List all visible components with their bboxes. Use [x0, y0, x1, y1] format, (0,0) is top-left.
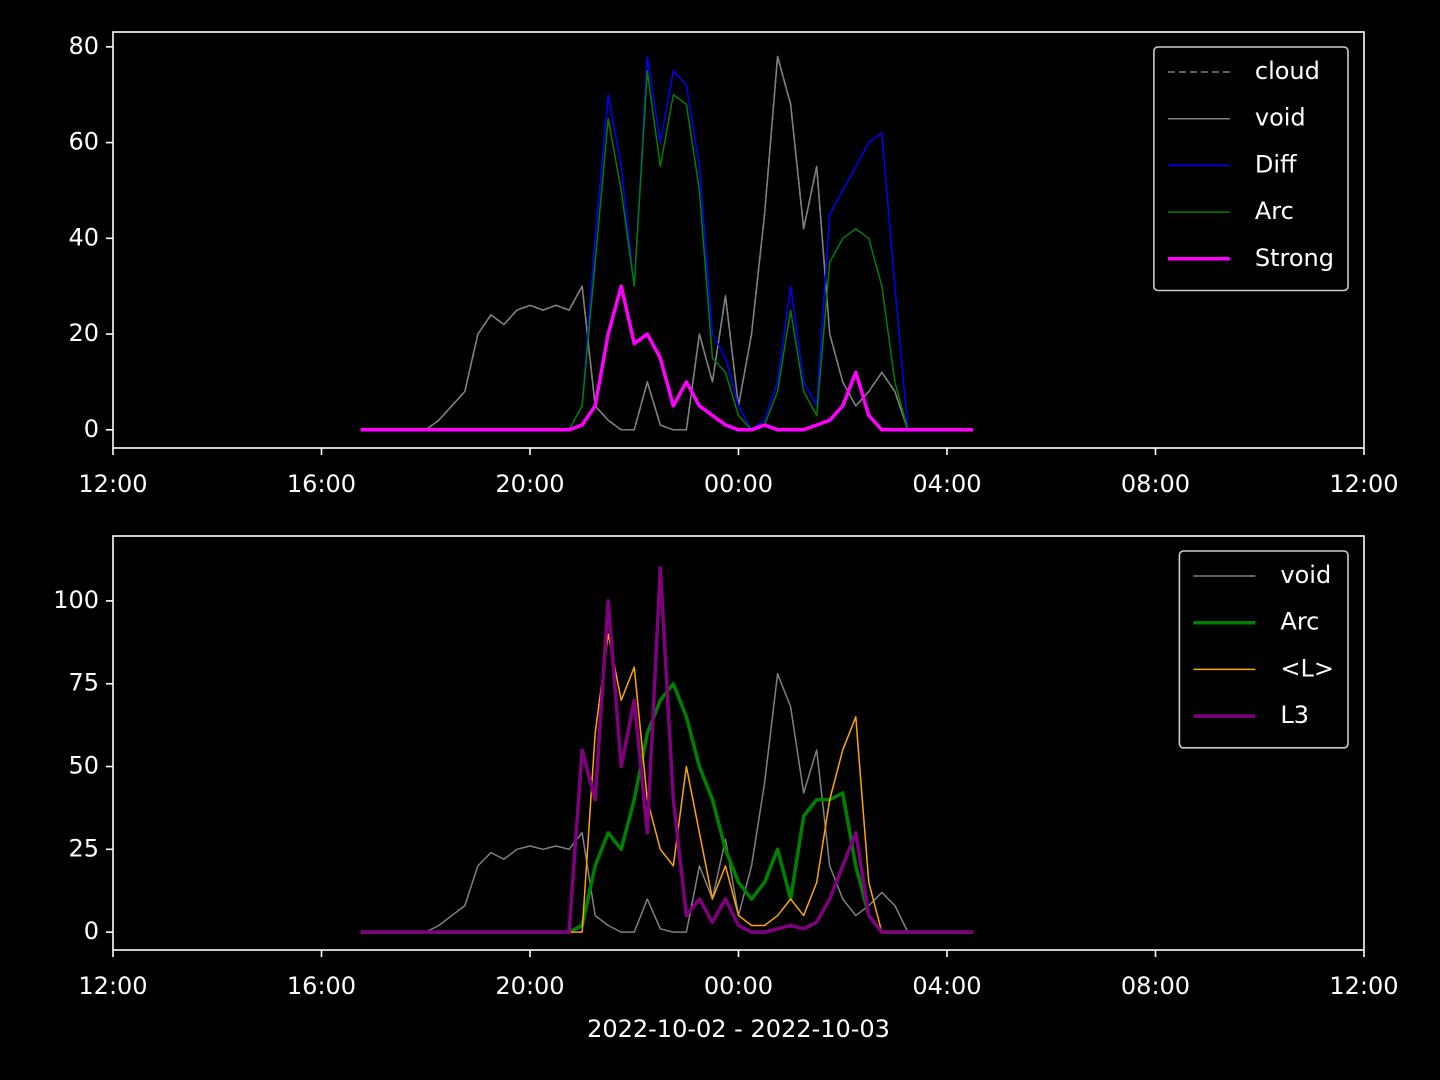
legend-label: Arc	[1255, 197, 1294, 225]
y-tick-label: 50	[68, 752, 99, 780]
x-tick-label: 12:00	[78, 972, 147, 1000]
x-tick-label: 04:00	[912, 972, 981, 1000]
x-tick-label: 08:00	[1121, 972, 1190, 1000]
y-tick-label: 100	[53, 586, 99, 614]
axes: 12:00 16:00 20:00 00:00 04:00 08:00 12:00 0 20 40…	[68, 31, 1399, 498]
x-tick-label: 08:00	[1121, 470, 1190, 498]
legend-label: void	[1255, 104, 1306, 132]
x-tick-label: 20:00	[495, 470, 564, 498]
legend-label: Diff	[1255, 150, 1297, 178]
series-line	[360, 55, 974, 431]
x-tick-label: 12:00	[78, 470, 147, 498]
y-tick-label: 0	[84, 415, 99, 443]
legend-frame	[1178, 550, 1349, 749]
x-axis-label: 2022-10-02 - 2022-10-03	[587, 1015, 890, 1043]
legend-label: L3	[1280, 701, 1309, 729]
y-tick-label: 75	[68, 669, 99, 697]
x-tick-label: 16:00	[287, 470, 356, 498]
legend: void Arc <L> L3	[1178, 550, 1349, 749]
y-tick-label: 20	[68, 319, 99, 347]
legend-label: <L>	[1280, 654, 1334, 682]
series-line	[360, 673, 974, 933]
legend-label: Arc	[1280, 608, 1319, 636]
legend: cloud void Diff Arc Strong	[1153, 46, 1349, 292]
x-tick-label: 12:00	[1329, 972, 1398, 1000]
axes: 12:00 16:00 20:00 00:00 04:00 08:00 12:00 0 25 50…	[53, 535, 1399, 1043]
y-tick-label: 40	[68, 223, 99, 251]
x-tick-label: 00:00	[704, 470, 773, 498]
x-tick-label: 20:00	[495, 972, 564, 1000]
series-line	[360, 566, 974, 934]
y-tick-label: 80	[68, 32, 99, 60]
y-tick-label: 60	[68, 128, 99, 156]
legend-label: Strong	[1255, 244, 1334, 272]
y-tick-label: 0	[84, 917, 99, 945]
plot-area	[360, 55, 974, 432]
y-tick-label: 25	[68, 834, 99, 862]
x-tick-label: 16:00	[287, 972, 356, 1000]
legend-frame	[1153, 46, 1349, 292]
x-tick-label: 00:00	[704, 972, 773, 1000]
series-line	[360, 284, 974, 432]
x-tick-label: 12:00	[1329, 470, 1398, 498]
plot-area	[360, 566, 974, 934]
legend-label: void	[1280, 561, 1331, 589]
legend-label: cloud	[1255, 57, 1320, 85]
x-tick-label: 04:00	[912, 470, 981, 498]
